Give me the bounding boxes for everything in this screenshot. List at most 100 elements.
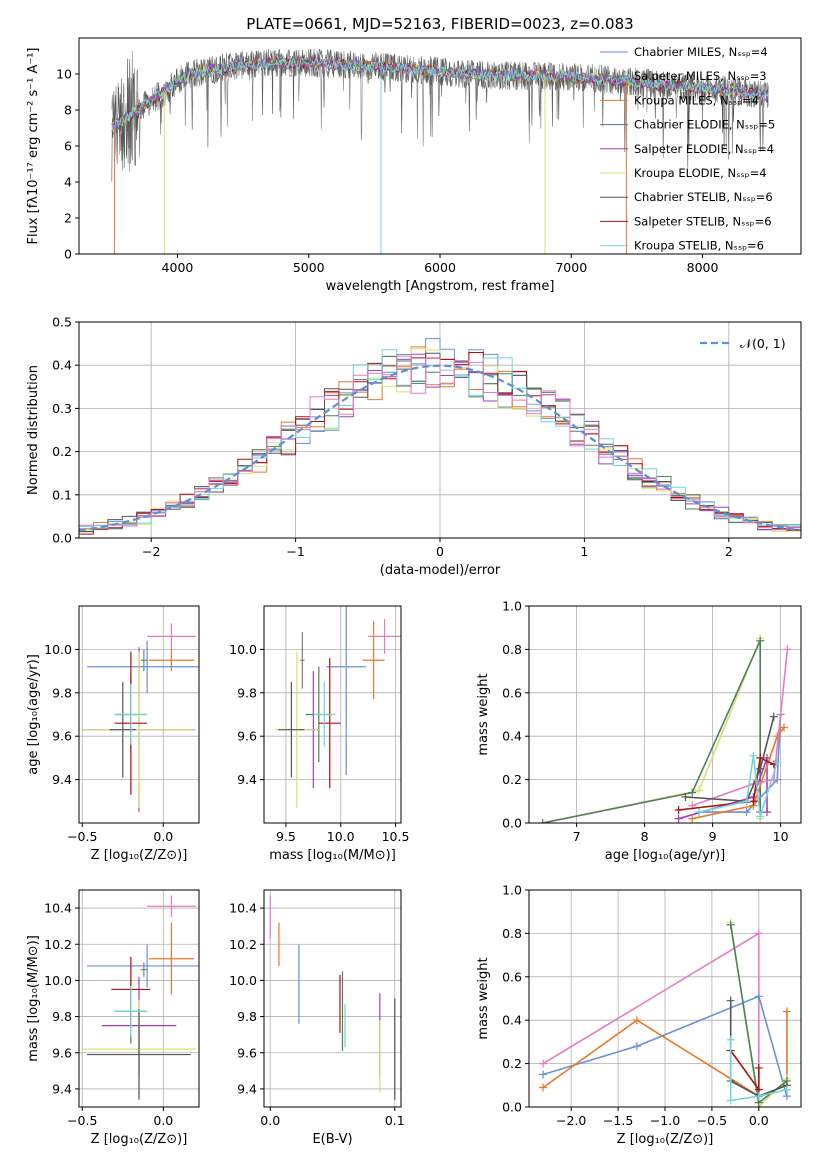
weight-marker	[780, 723, 788, 732]
axes-weight_vs_age: 7 8 9 10 0.0 0.2 0.4 0.6 0.8 1.0 age [log₁₀(age/yr…	[476, 599, 802, 863]
axes-age_vs_mass: 9.5 10.0 10.5 9.4 9.6 9.8 10.0 mass [log₁₀(M/M⊙…	[229, 605, 409, 863]
x-tick-label: −1	[286, 544, 304, 559]
weight-marker	[773, 732, 782, 741]
weight-marker	[756, 636, 765, 645]
y-tick-label: 0.2	[52, 444, 72, 459]
legend-label: 𝒩(0, 1)	[740, 336, 786, 351]
legend-label: Kroupa ELODIE, Nₛₛₚ=4	[634, 166, 767, 180]
axes-weight_vs_Z: −2.0 −1.5 −1.0 −0.5 0.0 0.0 0.2 0.4 0.6 0.8 1.0 Z […	[476, 883, 802, 1147]
y-tick-label: 9.6	[237, 729, 257, 744]
x-tick-label: 2	[725, 544, 733, 559]
x-tick-label: −2	[142, 544, 160, 559]
weight-line	[542, 640, 761, 823]
x-tick-label: 8	[641, 829, 649, 844]
weight-marker	[688, 788, 697, 797]
y-axis-label: Normed distribution	[26, 365, 41, 495]
plot-area	[539, 918, 791, 1107]
plot-area	[111, 48, 769, 254]
y-tick-label: 10	[56, 67, 72, 82]
weight-marker	[754, 992, 763, 1001]
legend-label: Kroupa MILES, Nₛₛₚ=4	[634, 93, 759, 107]
x-axis-label: Z [log₁₀(Z/Z⊙)]	[91, 1132, 188, 1147]
plot-area	[538, 634, 792, 823]
y-tick-label: 2	[64, 211, 72, 226]
residuals-legend: 𝒩(0, 1)	[700, 336, 786, 351]
x-tick-label: 7	[573, 829, 581, 844]
x-axis-label: age [log₁₀(age/yr)]	[605, 848, 726, 863]
x-tick-label: 6000	[424, 260, 456, 275]
y-tick-label: 0.8	[502, 642, 522, 657]
y-tick-label: 0.3	[52, 401, 72, 416]
weight-line	[542, 638, 761, 823]
y-tick-label: 0.4	[52, 358, 72, 373]
y-tick-label: 9.8	[237, 685, 257, 700]
y-axis-label: mass [log₁₀(M/M⊙)]	[26, 935, 41, 1062]
weight-marker	[688, 814, 697, 823]
x-tick-label: 0.0	[749, 1113, 769, 1128]
x-tick-label: 5000	[293, 260, 325, 275]
x-axis-label: Z [log₁₀(Z/Z⊙)]	[91, 848, 188, 863]
x-axis-label: wavelength [Angstrom, rest frame]	[326, 279, 555, 294]
figure-title: PLATE=0661, MJD=52163, FIBERID=0023, z=0…	[246, 15, 633, 33]
x-tick-label: −0.5	[697, 1113, 727, 1128]
weight-marker	[754, 929, 763, 938]
plot-area	[274, 606, 401, 808]
weight-marker	[539, 1083, 548, 1092]
spectrum-line	[111, 48, 769, 182]
weight-marker	[695, 786, 703, 795]
axes-frame	[78, 605, 200, 824]
y-tick-label: 0.6	[502, 969, 522, 984]
x-tick-label: −1.0	[650, 1113, 680, 1128]
y-tick-label: 10.0	[229, 973, 257, 988]
weight-marker	[756, 812, 765, 821]
weight-marker	[754, 1092, 763, 1101]
y-tick-label: 10.4	[44, 901, 72, 916]
weight-line	[685, 716, 775, 803]
weight-line	[698, 755, 778, 817]
y-tick-label: 9.4	[52, 772, 72, 787]
y-tick-label: 9.8	[52, 1009, 72, 1024]
y-axis-label: mass weight	[476, 673, 491, 755]
y-tick-label: 0	[64, 247, 72, 262]
weight-marker	[539, 1070, 548, 1079]
x-tick-label: 0.0	[153, 1113, 173, 1128]
weight-marker	[773, 758, 782, 767]
y-tick-label: 10.0	[229, 642, 257, 657]
weight-marker	[681, 792, 690, 801]
axes-mass_vs_Z: −0.5 0.0 9.4 9.6 9.8 10.0 10.2 10.4 Z [log₁₀(Z/Z…	[26, 889, 200, 1147]
y-tick-label: 4	[64, 175, 72, 190]
weight-marker	[742, 797, 751, 806]
x-tick-label: 10	[773, 829, 789, 844]
x-tick-label: −2.0	[556, 1113, 586, 1128]
x-tick-label: 8000	[687, 260, 719, 275]
y-tick-label: 0.0	[52, 531, 72, 546]
x-tick-label: −1.5	[603, 1113, 633, 1128]
weight-marker	[742, 808, 751, 817]
y-tick-label: 10.2	[44, 937, 72, 952]
y-tick-label: 0.8	[502, 926, 522, 941]
weight-marker	[674, 805, 683, 814]
weight-marker	[695, 808, 703, 817]
weight-marker	[726, 1035, 735, 1044]
spectrum-line	[111, 56, 769, 132]
y-tick-label: 10.0	[44, 973, 72, 988]
legend-label: Chabrier ELODIE, Nₛₛₚ=5	[634, 118, 775, 132]
y-tick-label: 9.4	[52, 1081, 72, 1096]
x-tick-label: 9	[709, 829, 717, 844]
y-tick-label: 1.0	[502, 883, 522, 898]
axes-residuals: −2 −1 0 1 2 0.0 0.1 0.2 0.3 0.4 0.5 (data-model)/er…	[26, 315, 802, 578]
y-tick-label: 9.6	[52, 1045, 72, 1060]
x-axis-label: (data-model)/error	[380, 563, 501, 578]
y-tick-label: 0.1	[52, 487, 72, 502]
weight-line	[729, 1039, 788, 1102]
y-tick-label: 0.4	[502, 729, 522, 744]
weight-marker	[726, 1096, 735, 1105]
x-tick-label: 0	[436, 544, 444, 559]
axes-frame	[263, 605, 402, 824]
legend-label: Chabrier STELIB, Nₛₛₚ=6	[634, 190, 773, 204]
y-tick-label: 9.6	[52, 729, 72, 744]
weight-marker	[632, 1016, 641, 1025]
x-tick-label: 0.1	[385, 1113, 405, 1128]
y-tick-label: 0.4	[502, 1013, 522, 1028]
weight-marker	[632, 1042, 641, 1051]
